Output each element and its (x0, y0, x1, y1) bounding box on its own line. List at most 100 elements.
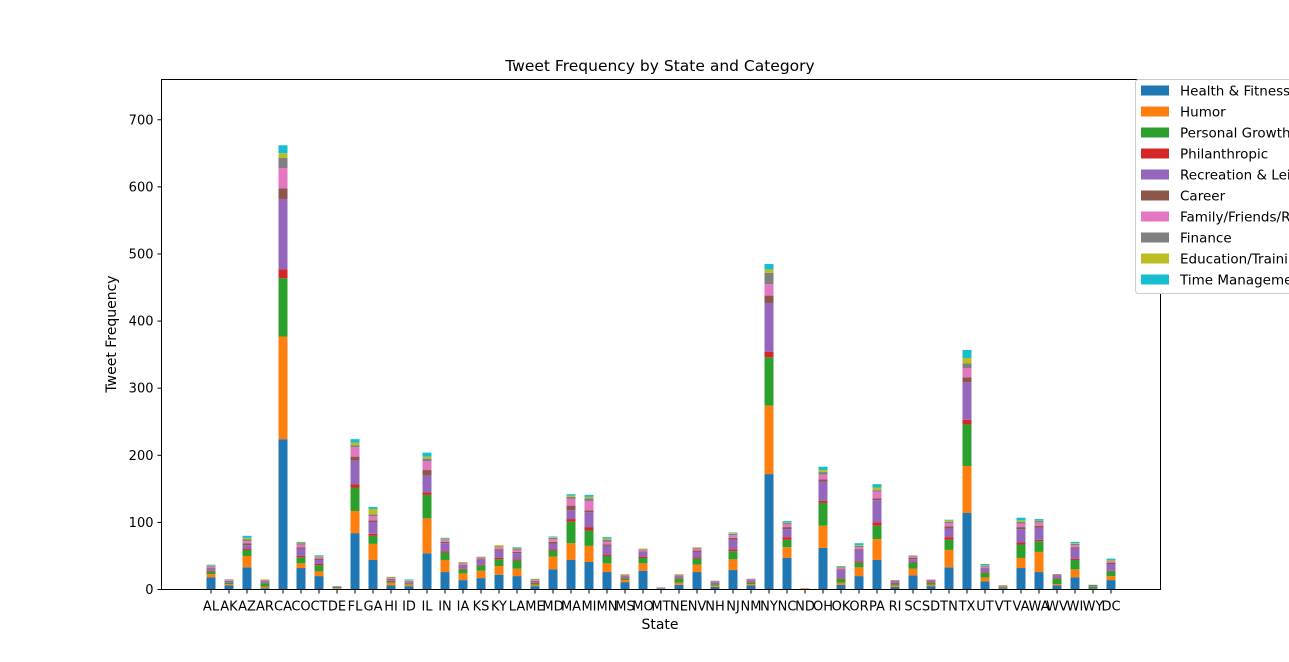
bar-segment-mi-series-4 (584, 527, 594, 531)
bar-segment-ne-series-7 (674, 575, 684, 577)
y-tick-label: 200 (129, 449, 154, 464)
legend-box (1135, 79, 1289, 294)
bar-segment-nc-series-6 (782, 527, 792, 530)
bar-segment-ia-series-1 (458, 580, 468, 590)
legend-swatch (1141, 85, 1169, 96)
bar-segment-ga-series-8 (368, 514, 378, 517)
bar-segment-co-series-6 (296, 547, 306, 549)
bar-segment-wa-series-5 (1034, 527, 1044, 540)
bar-segment-ia-series-3 (458, 569, 468, 574)
bar-segment-md-series-5 (548, 543, 558, 550)
bar-segment-ms-series-8 (620, 574, 630, 576)
bar-segment-ky-series-3 (494, 559, 504, 567)
bar-segment-ct-series-3 (314, 565, 324, 572)
bar-segment-nj-series-2 (728, 559, 738, 571)
bar-segment-pa-series-6 (872, 498, 882, 501)
bar-segment-ny-series-7 (764, 284, 774, 296)
bar-segment-wa-series-7 (1034, 522, 1044, 526)
bar-segment-ar-series-8 (260, 580, 270, 581)
bar-segment-al-series-5 (206, 568, 216, 571)
x-tick-label-tx: TX (958, 600, 976, 615)
bar-segment-al-series-8 (206, 566, 216, 567)
x-tick-label-nv: NV (688, 600, 707, 615)
bar-segment-ny-series-3 (764, 357, 774, 406)
bar-segment-in-series-1 (440, 572, 450, 590)
x-tick-label-ma: MA (561, 600, 581, 615)
bar-segment-la-series-4 (512, 559, 522, 561)
bar-segment-wa-series-2 (1034, 551, 1044, 573)
bar-segment-sd-series-7 (926, 579, 936, 581)
bar-segment-sc-series-8 (908, 555, 918, 557)
bar-segment-dc-series-7 (1106, 561, 1116, 563)
bar-segment-ga-series-4 (368, 533, 378, 536)
bar-segment-al-series-3 (206, 571, 216, 575)
x-tick-label-nc: NC (778, 600, 797, 615)
bar-segment-sd-series-5 (926, 580, 936, 583)
bar-segment-az-series-1 (242, 567, 252, 590)
x-tick-label-ri: RI (889, 600, 902, 615)
bar-segment-va-series-5 (1016, 529, 1026, 543)
bar-segment-or-series-1 (854, 576, 864, 590)
bar-segment-dc-series-3 (1106, 571, 1116, 577)
bar-segment-mn-series-8 (602, 539, 612, 542)
bar-segment-hi-series-6 (386, 578, 396, 580)
bar-segment-mo-series-6 (638, 551, 648, 552)
bar-segment-in-series-6 (440, 541, 450, 544)
bar-segment-fl-series-4 (350, 484, 360, 488)
bar-segment-ne-series-9 (674, 574, 684, 575)
bar-segment-mn-series-4 (602, 554, 612, 556)
bar-segment-mi-series-2 (584, 545, 594, 562)
bar-segment-vt-series-5 (998, 586, 1008, 587)
bar-segment-ga-series-7 (368, 516, 378, 521)
bar-segment-mo-series-2 (638, 563, 648, 571)
bar-segment-wi-series-10 (1070, 541, 1080, 544)
bar-segment-tn-series-5 (944, 528, 954, 538)
x-tick-label-ks: KS (473, 600, 490, 615)
x-tick-label-co: CO (291, 600, 310, 615)
bar-segment-pa-series-3 (872, 525, 882, 540)
bar-segment-me-series-4 (530, 582, 540, 584)
bar-segment-mo-series-8 (638, 549, 648, 550)
bar-segment-ok-series-6 (836, 569, 846, 571)
x-tick-label-md: MD (542, 600, 563, 615)
bar-segment-il-series-4 (422, 492, 432, 495)
bar-segment-mn-series-10 (602, 537, 612, 539)
bar-segment-ut-series-7 (980, 566, 990, 569)
bar-segment-oh-series-3 (818, 502, 828, 526)
bar-segment-sc-series-6 (908, 557, 918, 560)
bar-segment-mi-series-5 (584, 512, 594, 528)
bar-segment-nh-series-6 (710, 582, 720, 583)
bar-segment-co-series-5 (296, 548, 306, 556)
bar-segment-or-series-7 (854, 547, 864, 550)
bar-segment-tx-series-10 (962, 349, 972, 358)
x-tick-label-nj: NJ (726, 600, 740, 615)
bar-segment-ct-series-6 (314, 558, 324, 560)
bar-segment-ma-series-3 (566, 521, 576, 544)
bar-segment-nv-series-2 (692, 564, 702, 573)
bar-segment-az-series-6 (242, 543, 252, 546)
x-tick-label-ia: IA (457, 600, 470, 615)
bar-segment-ca-series-9 (278, 153, 288, 159)
y-tick-label: 700 (129, 113, 154, 128)
bar-segment-ms-series-5 (620, 576, 630, 579)
bar-segment-ne-series-3 (674, 578, 684, 583)
bar-segment-mo-series-7 (638, 549, 648, 552)
bar-segment-nj-series-4 (728, 549, 738, 552)
bar-segment-la-series-10 (512, 547, 522, 548)
legend: Health & Fitness Humor Personal Growth Phil… (1135, 79, 1289, 294)
bar-segment-pa-series-2 (872, 539, 882, 560)
bar-segment-nc-series-9 (782, 522, 792, 524)
bar-segment-me-series-1 (530, 586, 540, 590)
bar-segment-nv-series-7 (692, 548, 702, 551)
bar-segment-ut-series-8 (980, 566, 990, 567)
bar-segment-al-series-2 (206, 574, 216, 578)
legend-swatch (1141, 190, 1169, 201)
bar-segment-co-series-3 (296, 557, 306, 564)
y-axis: 0 100 200 300 400 500 600 700 (129, 113, 162, 598)
bar-segment-al-series-4 (206, 570, 216, 572)
bar-segment-mt-series-5 (656, 588, 666, 589)
bar-segment-wy-series-3 (1088, 586, 1098, 589)
legend-swatch (1141, 127, 1169, 138)
bar-segment-ak-series-5 (224, 581, 234, 583)
x-tick-label-ms: MS (615, 600, 634, 615)
